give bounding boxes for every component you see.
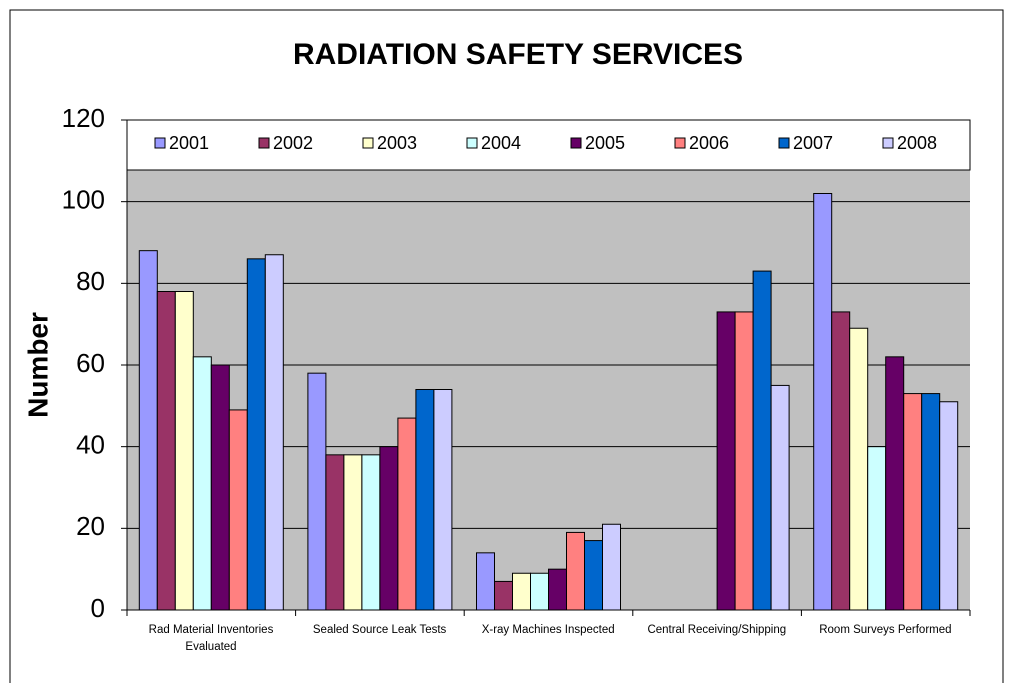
legend-label: 2004 bbox=[481, 133, 521, 153]
x-tick-label: Rad Material Inventories Evaluated bbox=[148, 624, 274, 653]
bar bbox=[433, 389, 453, 611]
legend-label: 2005 bbox=[585, 133, 625, 153]
bar bbox=[530, 572, 549, 611]
bar bbox=[734, 311, 754, 611]
bar bbox=[584, 540, 603, 611]
bar bbox=[548, 568, 567, 611]
bar bbox=[602, 523, 621, 611]
bar bbox=[415, 389, 435, 611]
chart-title: RADIATION SAFETY SERVICES bbox=[293, 38, 743, 71]
legend-swatch bbox=[466, 137, 478, 149]
bar bbox=[903, 393, 923, 611]
bar bbox=[192, 356, 212, 611]
bar bbox=[752, 270, 772, 611]
bar bbox=[566, 531, 585, 611]
legend-label: 2001 bbox=[169, 133, 209, 153]
legend-swatch bbox=[674, 137, 686, 149]
bar bbox=[831, 311, 851, 611]
legend-swatch bbox=[154, 137, 166, 149]
bar bbox=[156, 291, 176, 611]
legend-label: 2002 bbox=[273, 133, 313, 153]
legend-label: 2003 bbox=[377, 133, 417, 153]
y-tick-label: 60 bbox=[76, 348, 105, 378]
legend-swatch bbox=[778, 137, 790, 149]
bar bbox=[939, 401, 959, 611]
bar bbox=[343, 454, 363, 611]
bar bbox=[174, 291, 194, 611]
legend-swatch bbox=[258, 137, 270, 149]
bar bbox=[476, 552, 495, 611]
legend bbox=[126, 119, 971, 171]
y-tick-label: 80 bbox=[76, 266, 105, 296]
y-axis-label: Number bbox=[22, 312, 53, 418]
y-tick-label: 100 bbox=[62, 185, 105, 215]
bar bbox=[770, 384, 790, 611]
x-tick-label: Central Receiving/Shipping bbox=[647, 624, 787, 636]
bar bbox=[210, 364, 230, 611]
bar bbox=[246, 258, 266, 611]
legend-swatch bbox=[570, 137, 582, 149]
bar bbox=[264, 254, 284, 611]
bar bbox=[813, 193, 833, 611]
bar bbox=[849, 327, 869, 611]
bar bbox=[307, 372, 327, 611]
y-tick-label: 120 bbox=[62, 103, 105, 133]
x-tick-label: Room Surveys Performed bbox=[819, 624, 952, 636]
y-tick-label: 40 bbox=[76, 430, 105, 460]
bar bbox=[921, 393, 941, 611]
bar bbox=[379, 446, 399, 611]
legend-swatch bbox=[882, 137, 894, 149]
bar bbox=[228, 409, 248, 611]
x-tick-label: X-ray Machines Inspected bbox=[481, 624, 615, 636]
bar bbox=[494, 580, 513, 611]
x-tick-label: Sealed Source Leak Tests bbox=[312, 624, 447, 636]
legend-label: 2007 bbox=[793, 133, 833, 153]
bar bbox=[716, 311, 736, 611]
bar bbox=[397, 417, 417, 611]
y-tick-label: 0 bbox=[91, 593, 105, 623]
legend-label: 2006 bbox=[689, 133, 729, 153]
y-tick-label: 20 bbox=[76, 511, 105, 541]
bar bbox=[325, 454, 345, 611]
legend-label: 2008 bbox=[897, 133, 937, 153]
bar bbox=[867, 446, 887, 611]
bar bbox=[512, 572, 531, 611]
bar bbox=[138, 250, 158, 611]
legend-swatch bbox=[362, 137, 374, 149]
bar bbox=[885, 356, 905, 611]
bar bbox=[361, 454, 381, 611]
